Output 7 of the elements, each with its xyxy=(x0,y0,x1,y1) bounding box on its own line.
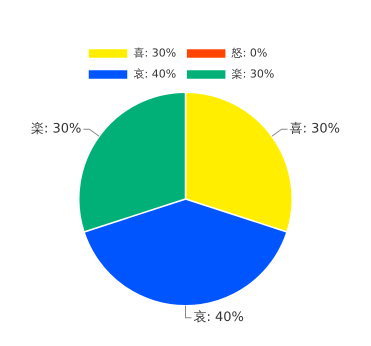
legend-label: 怒: 0% xyxy=(230,46,268,60)
legend-label: 楽: 30% xyxy=(232,67,274,80)
slice-label: 哀: 40% xyxy=(194,310,244,326)
legend-label: 喜: 30% xyxy=(134,46,176,60)
slice-label: 喜: 30% xyxy=(290,122,340,137)
legend-label: 哀: 40% xyxy=(134,67,176,80)
slice-label: 楽: 30% xyxy=(31,122,82,137)
